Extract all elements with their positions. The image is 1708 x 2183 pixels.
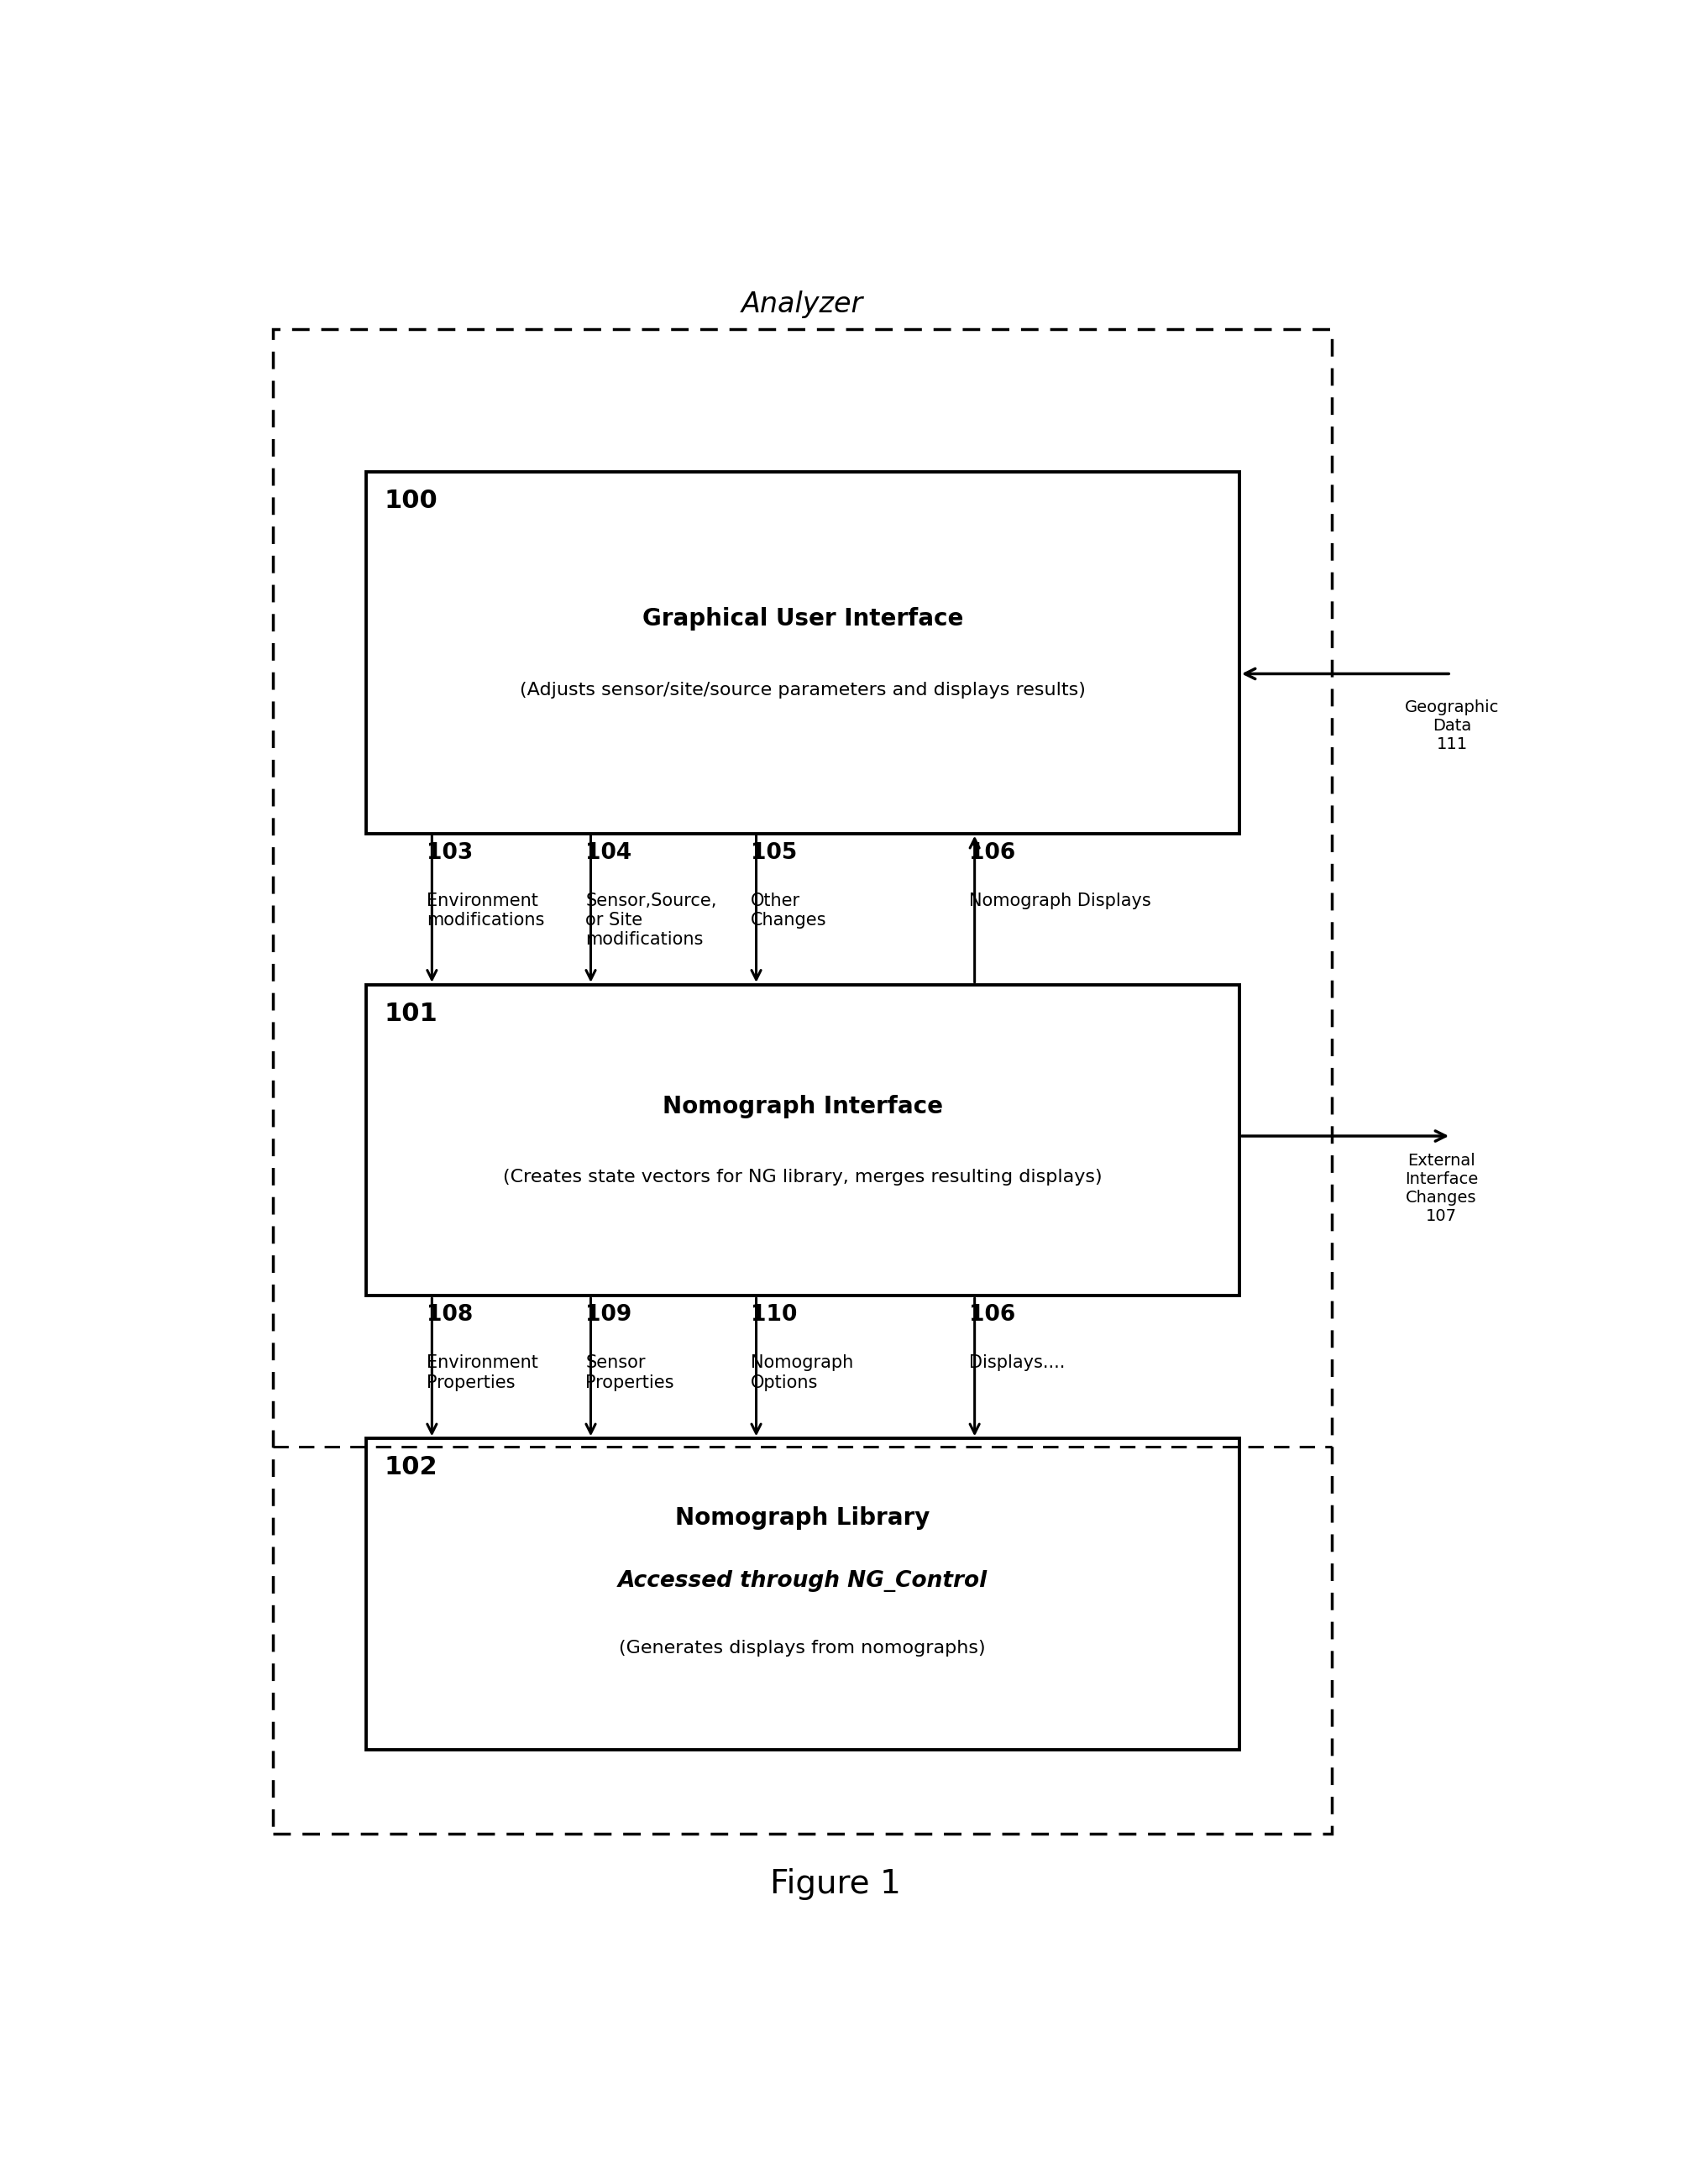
Text: 106: 106 bbox=[970, 843, 1016, 864]
Text: 104: 104 bbox=[586, 843, 632, 864]
Text: 103: 103 bbox=[427, 843, 473, 864]
Text: Sensor,Source,
or Site
modifications: Sensor,Source, or Site modifications bbox=[586, 893, 717, 947]
Text: Environment
Properties: Environment Properties bbox=[427, 1353, 538, 1391]
Text: 106: 106 bbox=[970, 1303, 1016, 1325]
Text: Other
Changes: Other Changes bbox=[752, 893, 827, 928]
Text: Displays....: Displays.... bbox=[970, 1353, 1066, 1371]
Text: 110: 110 bbox=[752, 1303, 798, 1325]
Text: (Creates state vectors for NG library, merges resulting displays): (Creates state vectors for NG library, m… bbox=[502, 1168, 1102, 1185]
Text: 102: 102 bbox=[384, 1456, 437, 1480]
Text: 100: 100 bbox=[384, 489, 437, 513]
Text: Geographic
Data
111: Geographic Data 111 bbox=[1406, 699, 1500, 751]
Text: Sensor
Properties: Sensor Properties bbox=[586, 1353, 675, 1391]
Text: (Generates displays from nomographs): (Generates displays from nomographs) bbox=[620, 1639, 986, 1657]
Text: (Adjusts sensor/site/source parameters and displays results): (Adjusts sensor/site/source parameters a… bbox=[519, 681, 1086, 699]
Text: Figure 1: Figure 1 bbox=[770, 1869, 902, 1899]
FancyBboxPatch shape bbox=[366, 1439, 1240, 1749]
Text: Accessed through NG_Control: Accessed through NG_Control bbox=[618, 1570, 987, 1591]
Text: 109: 109 bbox=[586, 1303, 632, 1325]
Text: 105: 105 bbox=[752, 843, 798, 864]
Text: Nomograph Library: Nomograph Library bbox=[675, 1506, 929, 1530]
Text: 101: 101 bbox=[384, 1002, 437, 1026]
Text: External
Interface
Changes
107: External Interface Changes 107 bbox=[1406, 1153, 1477, 1225]
FancyBboxPatch shape bbox=[366, 985, 1240, 1297]
Text: 108: 108 bbox=[427, 1303, 473, 1325]
Text: Nomograph Interface: Nomograph Interface bbox=[663, 1096, 943, 1118]
Text: Environment
modifications: Environment modifications bbox=[427, 893, 545, 928]
Text: Nomograph Displays: Nomograph Displays bbox=[970, 893, 1151, 908]
Text: Nomograph
Options: Nomograph Options bbox=[752, 1353, 854, 1391]
Text: Analyzer: Analyzer bbox=[741, 290, 864, 319]
Text: Graphical User Interface: Graphical User Interface bbox=[642, 607, 963, 631]
FancyBboxPatch shape bbox=[366, 472, 1240, 834]
